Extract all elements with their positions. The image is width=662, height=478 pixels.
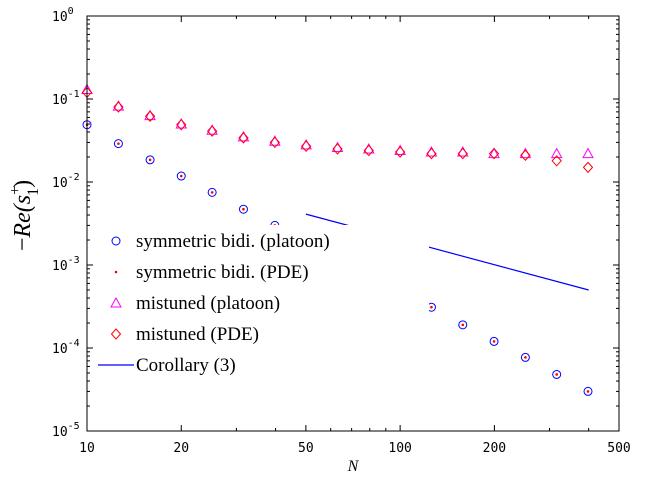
legend-label: symmetric bidi. (PDE): [136, 262, 309, 283]
data-point: [238, 204, 248, 214]
data-point: [583, 386, 593, 396]
legend-swatch: [110, 296, 122, 308]
data-point: [206, 125, 218, 137]
data-point: [176, 171, 186, 181]
data-point: [582, 147, 594, 159]
data-point: [551, 155, 562, 167]
x-axis-label: N: [347, 458, 360, 475]
data-point: [113, 101, 124, 113]
data-point: [489, 336, 499, 346]
data-point: [242, 207, 245, 211]
data-point: [145, 155, 155, 165]
data-point: [144, 109, 156, 121]
data-point: [148, 158, 152, 162]
data-point: [457, 147, 468, 160]
y-tick-label: 10-1: [52, 89, 80, 108]
y-label-re: Re: [10, 212, 36, 239]
y-axis-label: −Re(s+1): [7, 180, 42, 251]
y-tick-label: 10-4: [52, 338, 80, 357]
data-point: [179, 174, 183, 178]
svg-text:−Re(s+1): −Re(s+1): [7, 180, 42, 251]
legend-entry: Corollary (3): [98, 355, 236, 376]
x-tick-label: 200: [483, 441, 506, 456]
legend-entry: symmetric bidi. (platoon): [111, 231, 330, 252]
data-point: [488, 147, 500, 160]
y-label-minus: −: [10, 238, 36, 252]
data-point: [461, 323, 465, 327]
legend-label: symmetric bidi. (platoon): [136, 231, 330, 252]
series-3: [81, 86, 594, 174]
x-tick-label: 50: [298, 441, 314, 456]
x-tick-label: 100: [388, 441, 411, 456]
data-point: [117, 142, 120, 145]
data-point: [430, 305, 433, 309]
plot-frame: [86, 15, 620, 432]
legend-entry: mistuned (PDE): [110, 324, 259, 345]
legend-swatch: [110, 328, 122, 340]
legend-label: mistuned (PDE): [136, 324, 259, 345]
x-tick-label: 10: [79, 441, 95, 456]
x-tick-label: 500: [607, 441, 630, 456]
data-point: [394, 146, 406, 158]
data-point: [175, 117, 188, 129]
x-tick-label: 20: [173, 441, 189, 456]
legend-label: Corollary (3): [136, 355, 236, 376]
legend-swatch: [114, 270, 118, 274]
data-point: [488, 147, 500, 159]
legend-background: [94, 225, 429, 382]
data-point: [238, 132, 249, 144]
data-point: [269, 136, 281, 149]
data-point: [555, 373, 558, 376]
y-label-subscript: 1: [25, 188, 42, 196]
legend-swatch: [111, 236, 121, 246]
data-point: [524, 356, 527, 359]
legend: symmetric bidi. (platoon) symmetric bidi.…: [94, 225, 429, 382]
data-point: [550, 147, 563, 159]
y-tick-label: 10-3: [52, 255, 80, 274]
data-point: [144, 110, 156, 122]
legend-entry: mistuned (platoon): [110, 293, 280, 314]
y-tick-label: 10-5: [52, 421, 80, 440]
data-point: [520, 149, 531, 162]
axis-ticks: 10 20 50 100 200 500 10-5 10-4 10-3 10-2 10-1 100: [52, 6, 631, 456]
data-point: [300, 140, 312, 152]
data-point: [112, 100, 125, 111]
data-point: [210, 191, 214, 194]
data-point: [552, 369, 562, 379]
data-point: [363, 144, 374, 157]
data-point: [176, 118, 187, 131]
legend-label: mistuned (platoon): [136, 293, 280, 314]
data-point: [582, 161, 594, 174]
legend-entry: symmetric bidi. (PDE): [114, 262, 309, 283]
data-point: [426, 147, 437, 160]
data-point: [332, 143, 343, 155]
y-label-open: (s: [10, 195, 36, 212]
data-point: [458, 320, 468, 330]
data-point: [113, 139, 123, 149]
y-tick-label: 10-2: [52, 172, 80, 191]
data-point: [206, 124, 218, 135]
y-label-close: ): [10, 180, 36, 188]
y-label-superscript: +: [7, 186, 24, 195]
data-point: [586, 390, 590, 393]
data-point: [207, 187, 217, 197]
data-point: [492, 340, 496, 343]
data-point: [520, 352, 530, 362]
y-tick-label: 100: [52, 6, 74, 25]
